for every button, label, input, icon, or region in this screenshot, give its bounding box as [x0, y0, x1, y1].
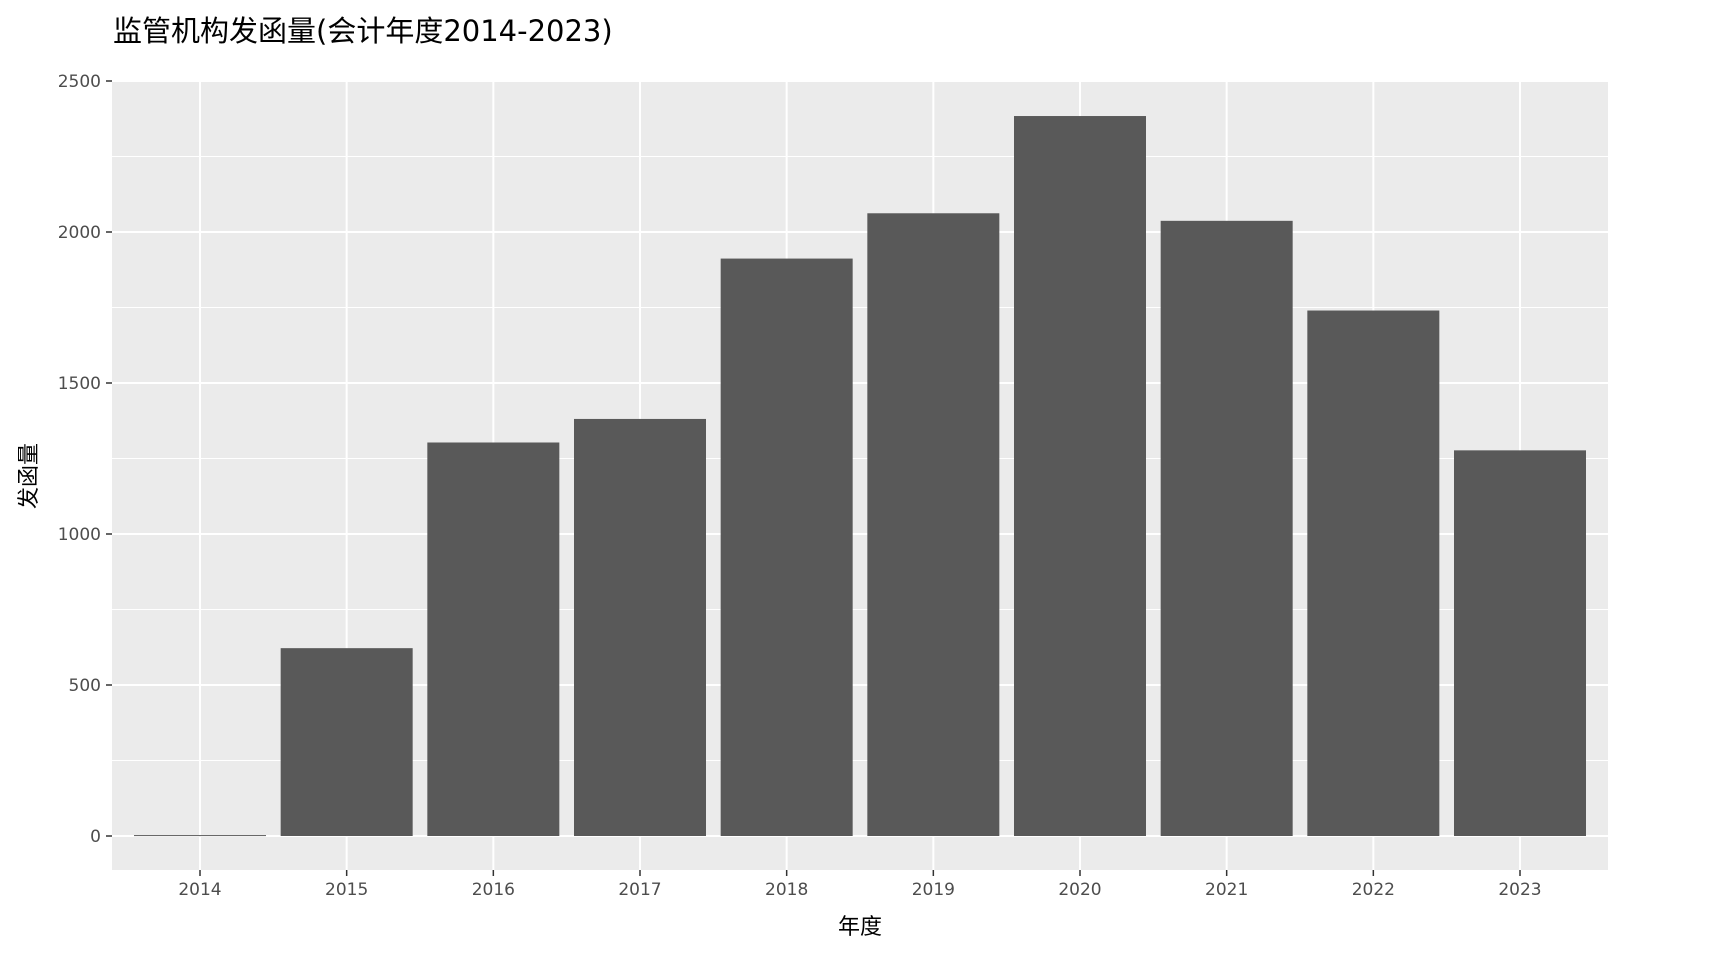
y-tick-label: 0	[90, 827, 101, 847]
bar-2019	[867, 213, 1000, 836]
y-tick-label: 500	[69, 676, 101, 696]
bar-2015	[280, 648, 413, 836]
x-tick-label: 2019	[912, 880, 955, 900]
y-tick-label: 1500	[58, 374, 101, 394]
ticks-layer: 0 500 1000 1500 2000 2500 2014 2015 2016 2017 2018…	[58, 72, 1542, 900]
x-tick-label: 2020	[1058, 880, 1101, 900]
bar-2020	[1014, 116, 1146, 837]
y-axis-title: 发函量	[17, 443, 42, 509]
x-tick-label: 2016	[472, 880, 515, 900]
x-tick-label: 2017	[618, 880, 661, 900]
x-tick-label: 2023	[1498, 880, 1541, 900]
x-tick-label: 2018	[765, 880, 808, 900]
bar-2022	[1307, 310, 1440, 836]
x-tick-label: 2022	[1352, 880, 1395, 900]
x-tick-label: 2014	[178, 880, 221, 900]
y-tick-label: 1000	[58, 525, 101, 545]
y-tick-label: 2000	[58, 223, 101, 243]
x-axis-title: 年度	[838, 915, 882, 940]
x-tick-label: 2015	[325, 880, 368, 900]
x-tick-label: 2021	[1205, 880, 1248, 900]
chart-title: 监管机构发函量(会计年度2014-2023)	[113, 14, 613, 48]
bar-2021	[1160, 220, 1293, 837]
bar-2017	[574, 418, 706, 836]
y-tick-label: 2500	[58, 72, 101, 92]
bars-layer	[134, 116, 1586, 837]
bar-2023	[1454, 450, 1586, 836]
bar-2018	[720, 258, 853, 836]
bar-2014	[134, 835, 266, 837]
bar-2016	[427, 442, 560, 836]
